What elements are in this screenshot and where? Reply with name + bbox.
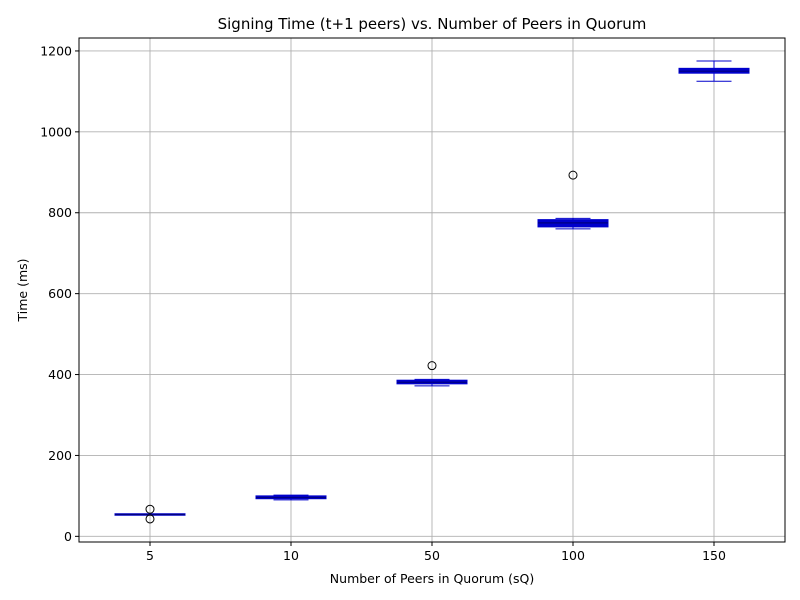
y-tick-label: 1200 — [40, 43, 72, 58]
y-axis-label: Time (ms) — [15, 258, 30, 322]
y-tick-label: 800 — [48, 205, 72, 220]
x-tick-label: 150 — [702, 548, 726, 563]
outlier-point — [568, 170, 578, 180]
box-5 — [114, 504, 186, 524]
y-tick-label: 0 — [64, 529, 72, 544]
grid-lines — [79, 38, 785, 542]
box-10 — [255, 494, 327, 501]
x-tick-label: 100 — [561, 548, 585, 563]
y-tick-label: 600 — [48, 286, 72, 301]
outlier-point — [427, 361, 437, 371]
outlier-point — [145, 514, 155, 524]
outlier-point — [145, 504, 155, 514]
x-axis-ticks: 5 10 50 100 150 — [146, 542, 726, 563]
y-tick-label: 1000 — [40, 124, 72, 139]
x-tick-label: 50 — [424, 548, 440, 563]
box-50 — [396, 361, 468, 387]
y-tick-label: 400 — [48, 367, 72, 382]
chart-title: Signing Time (t+1 peers) vs. Number of P… — [218, 15, 647, 33]
x-tick-label: 10 — [283, 548, 299, 563]
x-axis-label: Number of Peers in Quorum (sQ) — [330, 571, 534, 586]
y-tick-label: 200 — [48, 448, 72, 463]
x-tick-label: 5 — [146, 548, 154, 563]
box-150 — [678, 60, 750, 82]
box-100 — [537, 170, 609, 230]
y-axis-ticks: 0 200 400 600 800 1000 1200 — [40, 43, 79, 544]
box-series — [114, 60, 750, 524]
